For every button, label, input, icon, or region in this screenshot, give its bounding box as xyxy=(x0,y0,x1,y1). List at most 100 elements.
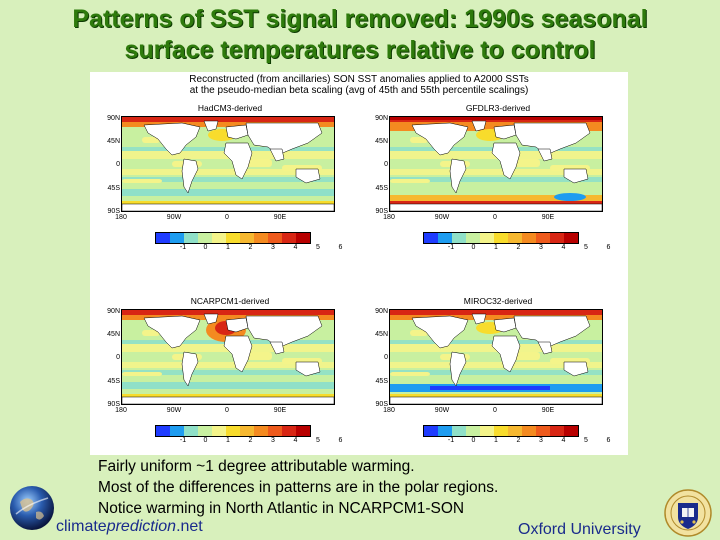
land-mass xyxy=(411,122,469,156)
anomaly-patch xyxy=(142,137,160,143)
land-mass xyxy=(225,317,249,333)
anomaly-band xyxy=(122,177,334,182)
latitude-tick-label: 0 xyxy=(116,354,120,361)
colorbar-swatch xyxy=(212,426,226,436)
anomaly-band xyxy=(122,370,334,375)
colorbar-tick-label: 1 xyxy=(226,437,230,444)
bullet-list: Fairly uniform ~1 degree attributable wa… xyxy=(98,456,658,519)
arctic-peak-anomaly xyxy=(122,310,334,315)
latitude-tick-label: 0 xyxy=(384,161,388,168)
latitude-tick-label: 0 xyxy=(384,354,388,361)
brand-part-3: .net xyxy=(176,518,203,535)
arctic-peak-anomaly xyxy=(390,310,602,315)
land-mass xyxy=(181,158,199,194)
colorbar-swatch xyxy=(536,233,550,243)
anomaly-patch xyxy=(122,372,162,376)
colorbar-swatch xyxy=(240,426,254,436)
bullet-item: Most of the differences in patterns are … xyxy=(98,479,499,496)
figure-panel: Reconstructed (from ancillaries) SON SST… xyxy=(90,72,628,455)
land-mass xyxy=(245,315,323,349)
longitude-tick-label: 90W xyxy=(434,407,450,414)
latitude-tick-label: 45S xyxy=(375,378,388,385)
sst-anomaly-map xyxy=(121,309,335,405)
colorbar-swatch xyxy=(508,426,522,436)
sst-anomaly-map xyxy=(389,309,603,405)
anomaly-patch xyxy=(410,330,428,336)
figure-caption-line-1: Reconstructed (from ancillaries) SON SST… xyxy=(189,74,529,85)
southern-ocean-cooling xyxy=(554,193,586,201)
colorbar-tick-label: -1 xyxy=(179,437,187,444)
colorbar-swatch xyxy=(466,426,480,436)
colorbar-swatch xyxy=(466,233,480,243)
latitude-tick-label: 90N xyxy=(107,115,120,122)
colorbar-tick-label: 1 xyxy=(226,244,230,251)
land-mass xyxy=(493,124,517,140)
anomaly-band xyxy=(390,177,602,182)
land-mass xyxy=(245,122,323,156)
colorbar-swatch xyxy=(282,426,296,436)
latitude-tick-label: 90N xyxy=(375,308,388,315)
colorbar-tick-label: 4 xyxy=(293,437,298,444)
longitude-tick-label: 180 xyxy=(383,407,395,414)
colorbar-tick-label: 6 xyxy=(338,437,343,444)
sst-anomaly-map-graphic xyxy=(122,117,334,211)
antarctic-coastal-anomaly xyxy=(390,201,602,204)
colorbar xyxy=(155,425,311,437)
colorbar-swatch xyxy=(156,426,170,436)
colorbar-swatch xyxy=(226,233,240,243)
land-mass xyxy=(563,361,589,377)
longitude-tick-label: 90E xyxy=(273,407,287,414)
colorbar-swatch xyxy=(438,233,452,243)
map-title: HadCM3-derived xyxy=(197,103,263,113)
colorbar-swatch xyxy=(254,426,268,436)
map-panel: NCARPCM1-derived 90N 45N 0 45S 90S 180 90W 0 90E -… xyxy=(100,296,342,444)
colorbar-swatch xyxy=(438,426,452,436)
colorbar xyxy=(155,232,311,244)
colorbar-swatch xyxy=(282,233,296,243)
land-mass xyxy=(122,203,334,211)
longitude-tick-label: 180 xyxy=(115,214,127,221)
colorbar-swatch xyxy=(480,233,494,243)
colorbar-tick-label: 2 xyxy=(516,244,521,251)
longitude-tick-label: 90E xyxy=(273,214,287,221)
latitude-tick-label: 90N xyxy=(375,115,388,122)
colorbar-swatch xyxy=(564,233,578,243)
latitude-tick-label: 90S xyxy=(107,401,120,408)
land-mass xyxy=(181,351,199,387)
land-mass xyxy=(203,120,219,132)
southern-ocean-anomaly xyxy=(122,382,334,389)
latitude-tick-label: 90S xyxy=(375,208,388,215)
colorbar-tick-label: 5 xyxy=(584,244,588,251)
colorbar-swatch xyxy=(550,426,564,436)
land-mass xyxy=(295,361,321,377)
map-title: MIROC32-derived xyxy=(463,296,533,306)
colorbar-swatch xyxy=(184,233,198,243)
bullet-item: Notice warming in North Atlantic in NCAR… xyxy=(98,500,465,517)
land-mass xyxy=(225,124,249,140)
bullet-item: Fairly uniform ~1 degree attributable wa… xyxy=(98,458,415,475)
colorbar-swatch xyxy=(494,426,508,436)
colorbar-swatch xyxy=(212,233,226,243)
colorbar-swatch xyxy=(296,426,310,436)
colorbar-tick-label: -1 xyxy=(447,244,455,251)
longitude-tick-label: 90W xyxy=(166,214,182,221)
land-mass xyxy=(537,148,553,162)
longitude-tick-label: 0 xyxy=(493,407,497,414)
anomaly-band xyxy=(390,169,602,175)
colorbar-tick-label: 2 xyxy=(248,244,253,251)
anomaly-band xyxy=(122,362,334,368)
brand-part-2: prediction xyxy=(106,518,177,535)
map-panel: HadCM3-derived 90N 45N 0 45S 90S 180 90W 0 90E -1 0… xyxy=(100,103,342,251)
colorbar xyxy=(423,232,579,244)
land-mass xyxy=(491,142,521,180)
longitude-tick-label: 0 xyxy=(225,214,229,221)
anomaly-patch xyxy=(142,330,160,336)
latitude-tick-label: 45S xyxy=(107,185,120,192)
colorbar-tick-label: 1 xyxy=(494,244,498,251)
colorbar-swatch xyxy=(268,233,282,243)
land-mass xyxy=(295,168,321,184)
colorbar-swatch xyxy=(156,233,170,243)
antarctic-coastal-anomaly xyxy=(390,394,602,397)
anomaly-band xyxy=(390,362,602,368)
colorbar-tick-label: 5 xyxy=(316,437,320,444)
